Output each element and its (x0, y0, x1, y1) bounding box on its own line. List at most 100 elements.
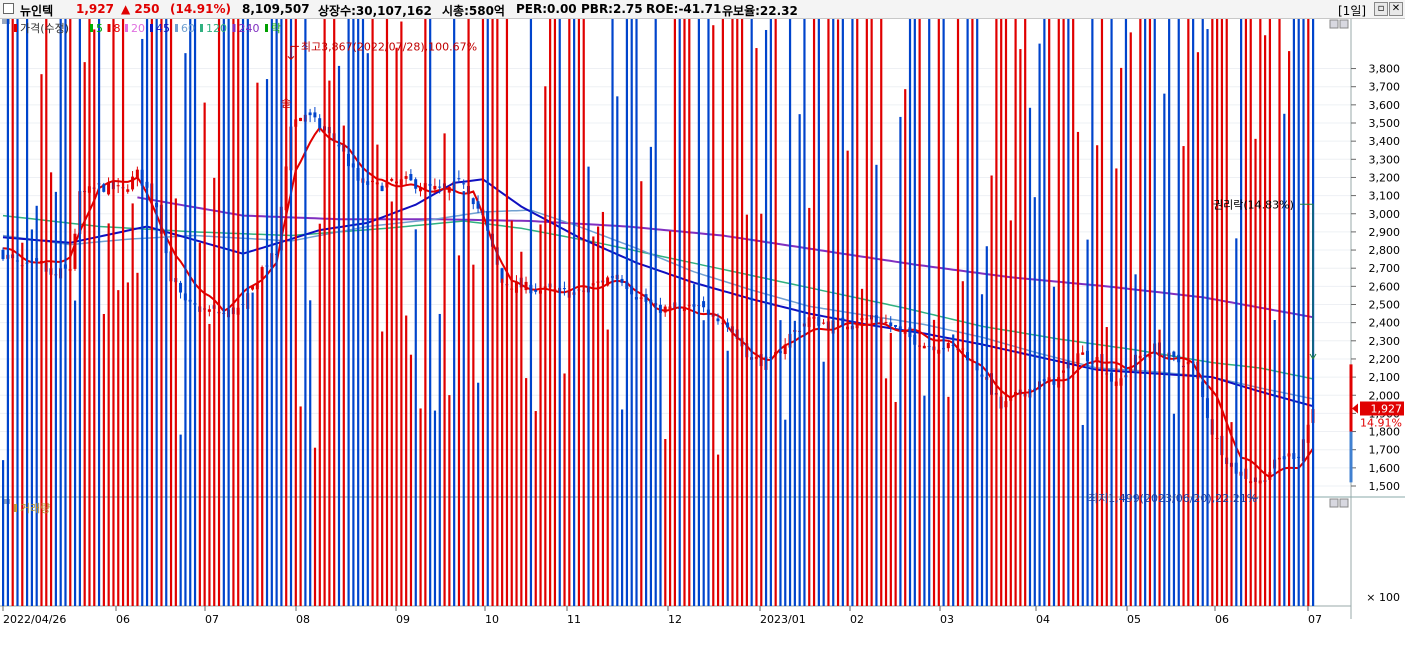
volume-bar (443, 133, 446, 606)
price-candle (1, 247, 5, 261)
close-icon[interactable]: ✕ (1389, 2, 1403, 16)
volume-bar (1057, 19, 1060, 606)
volume-bar (721, 19, 724, 606)
volume-bar (491, 19, 494, 607)
event-marker: 슬 (281, 97, 291, 110)
volume-bar (606, 329, 609, 606)
volume-bar (1292, 19, 1296, 606)
volume-panel-handle-icon[interactable] (2, 499, 10, 504)
svg-text:1,927: 1,927 (1371, 402, 1403, 415)
volume-bar (1158, 329, 1161, 606)
volume-bar (16, 19, 19, 607)
volume-bar (726, 350, 729, 606)
volume-bar (25, 19, 29, 606)
volume-bar (424, 19, 427, 606)
volume-bar (1110, 19, 1113, 607)
volume-bar (1072, 19, 1075, 606)
stock-name[interactable]: 뉴인텍 (20, 4, 54, 18)
price-candle (946, 341, 950, 352)
volume-bar (73, 300, 77, 606)
period-selector[interactable]: [1일] (1338, 4, 1367, 18)
volume-bar (1043, 19, 1046, 606)
select-checkbox[interactable] (3, 3, 14, 14)
volume-bar (961, 281, 964, 606)
panel-close-icon[interactable] (1339, 19, 1349, 29)
price-candle (462, 179, 466, 189)
price-tick-label: 3,400 (1369, 135, 1401, 148)
volume-bar (755, 48, 758, 607)
volume-bar (141, 38, 144, 606)
legend-item-3[interactable]: 20 (125, 22, 145, 35)
volume-bar (1307, 19, 1310, 606)
volume-bar (764, 29, 768, 607)
price-tick-label: 3,700 (1369, 81, 1401, 94)
minimize-icon[interactable]: ▫ (1374, 2, 1388, 16)
volume-bar (865, 19, 868, 606)
legend-item-7[interactable]: 240 (232, 22, 260, 35)
volume-bar (544, 86, 547, 606)
volume-bar (371, 19, 374, 606)
price-candle (179, 280, 183, 299)
volume-panel-close-icon[interactable] (1339, 498, 1349, 508)
volume-bar (870, 19, 873, 606)
volume-bar (275, 19, 278, 607)
price-tick-label: 3,600 (1369, 99, 1401, 112)
date-tick-label: 06 (1215, 613, 1229, 626)
volume-bar (285, 19, 288, 606)
price-candle (702, 296, 706, 313)
volume-bar (174, 198, 177, 606)
volume-bar (102, 313, 105, 606)
volume-bar (1273, 319, 1276, 606)
volume-bar (937, 19, 940, 606)
legend-item-8[interactable]: 락 (265, 22, 281, 35)
volume-bar (750, 19, 753, 606)
volume-bar (126, 282, 129, 606)
volume-bar (808, 207, 811, 606)
volume-bar (270, 19, 273, 606)
volume-bar (1105, 327, 1108, 606)
volume-panel-minimize-icon[interactable] (1329, 498, 1339, 508)
volume-bar (1230, 422, 1233, 606)
volume-bar (515, 282, 518, 606)
volume-bar (841, 19, 844, 606)
volume-bar (1235, 238, 1238, 607)
price-candle (922, 342, 926, 349)
volume-bar (1206, 29, 1209, 607)
listed-shares: 상장수:30,107,162 (318, 4, 432, 18)
legend-item-2[interactable]: 8 (107, 22, 121, 35)
volume-bar (1187, 19, 1190, 606)
volume-bar (21, 242, 24, 607)
date-tick-label: 2023/01 (760, 613, 806, 626)
legend-item-4[interactable]: 45 (150, 22, 170, 35)
volume-bar (525, 378, 528, 606)
volume-bar (121, 19, 125, 607)
price-candle (308, 108, 312, 123)
legend-item-0[interactable]: 가격(수정) (14, 22, 69, 35)
price-candle (663, 304, 667, 317)
panel-minimize-icon[interactable] (1329, 19, 1339, 29)
legend-item-6[interactable]: 120 (200, 22, 227, 35)
price-tick-label: 2,100 (1369, 371, 1401, 384)
volume-bar (812, 19, 816, 606)
panel-handle-icon[interactable] (2, 19, 10, 24)
volume-bar (256, 82, 259, 606)
volume-bar (587, 166, 590, 606)
price-candle (1081, 345, 1085, 355)
price-candle (562, 281, 566, 296)
float-ratio: 유보율:22.32 (722, 4, 798, 18)
price-candle (107, 177, 111, 196)
price-tick-label: 1,600 (1369, 462, 1401, 475)
volume-bar (1177, 19, 1180, 607)
volume-bar (150, 19, 153, 606)
low-annotation: 최저1,499(2023/06/20),22.21% (1088, 492, 1257, 505)
volume-bar (1033, 197, 1036, 606)
legend-item-5[interactable]: 60 (175, 22, 195, 35)
volume-bar (361, 19, 365, 606)
volume-legend-label[interactable]: 거래량 (20, 502, 50, 515)
price-tick-label: 3,100 (1369, 190, 1401, 203)
volume-bar (549, 19, 552, 607)
volume-bar (357, 19, 360, 606)
current-pct-label: 14.91% (1360, 416, 1402, 429)
volume-bar (299, 406, 302, 606)
legend-item-1[interactable]: 5 (90, 22, 103, 35)
